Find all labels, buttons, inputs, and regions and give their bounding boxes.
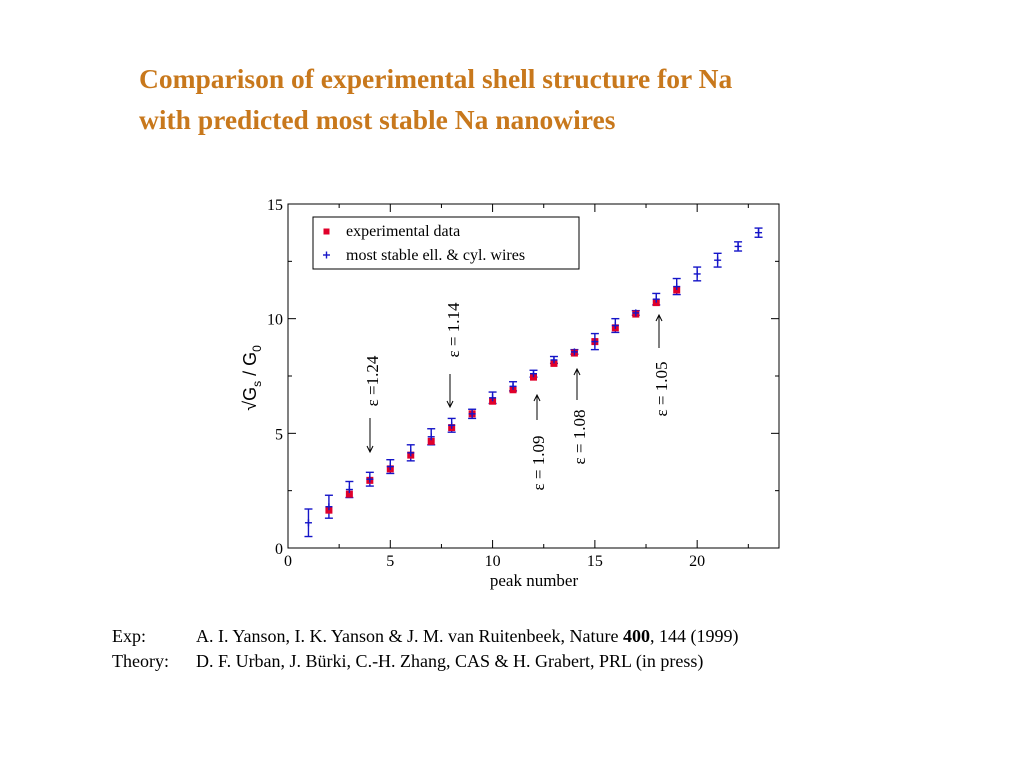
theory-point: [427, 433, 435, 441]
data-marks: [304, 227, 763, 538]
epsilon-arrow-head: [655, 313, 663, 322]
x-tick-label: 5: [386, 553, 394, 570]
y-tick-label: 10: [267, 312, 283, 329]
experimental-point: [427, 437, 435, 445]
theory-point: [489, 394, 497, 402]
theory-point: [386, 463, 394, 471]
theory-point: [673, 283, 681, 291]
reference-theory-text: D. F. Urban, J. Bürki, C.-H. Zhang, CAS …: [196, 651, 704, 671]
theory-point: [734, 242, 742, 250]
epsilon-annotation: ε = 1.09: [529, 393, 548, 491]
y-axis-label-g: G: [240, 387, 260, 401]
y-axis-label: √Gs / G0: [240, 345, 264, 411]
epsilon-arrow-head: [573, 367, 581, 376]
epsilon-label: ε = 1.08: [570, 410, 589, 465]
epsilon-annotation: ε =1.24: [363, 355, 382, 454]
theory-point: [652, 295, 660, 303]
slide-title-line-1: Comparison of experimental shell structu…: [139, 63, 733, 94]
annotations: ε =1.24 ε = 1.14 ε = 1.09 ε = 1.08 ε = 1.05: [363, 302, 671, 490]
legend-theory-label: most stable ell. & cyl. wires: [346, 247, 525, 264]
y-tick-label: 15: [267, 197, 283, 214]
x-tick-label: 10: [485, 553, 501, 570]
theory-point: [591, 338, 599, 346]
theory-point: [693, 270, 701, 278]
experimental-point: [345, 490, 353, 498]
theory-point: [325, 503, 333, 511]
epsilon-arrow-head: [366, 445, 374, 454]
theory-point: [530, 370, 537, 378]
epsilon-annotation: ε = 1.05: [652, 313, 671, 417]
x-tick-label: 15: [587, 553, 603, 570]
x-tick-label: 0: [284, 553, 292, 570]
reference-exp-tag: Exp:: [112, 626, 146, 646]
slide-title: Comparison of experimental shell structu…: [139, 58, 959, 140]
y-axis-label-slash: / G: [240, 352, 260, 381]
theory-point: [714, 256, 722, 264]
epsilon-annotation: ε = 1.08: [570, 367, 589, 465]
theory-point: [304, 519, 312, 527]
reference-theory: Theory: D. F. Urban, J. Bürki, C.-H. Zhan…: [112, 649, 738, 674]
x-tick-label: 20: [689, 553, 705, 570]
legend-experimental-marker: [323, 228, 330, 235]
y-axis-label-sub-s: s: [250, 381, 264, 387]
reference-exp-text-after: , 144 (1999): [649, 626, 739, 646]
reference-exp-volume: 400: [622, 626, 650, 646]
y-tick-label: 0: [275, 541, 283, 558]
axis-tick-labels: 0 5 10 15 20 0 5 10 15: [267, 197, 705, 570]
references: Exp: A. I. Yanson, I. K. Yanson & J. M. v…: [112, 624, 738, 674]
svg-text:√Gs / G0: √Gs / G0: [240, 345, 264, 411]
theory-point: [345, 486, 353, 494]
reference-exp-text: A. I. Yanson, I. K. Yanson & J. M. van R…: [196, 626, 623, 646]
axis-ticks: [287, 203, 779, 549]
y-tick-label: 5: [275, 426, 283, 443]
theory-point: [570, 348, 578, 356]
epsilon-label: ε = 1.14: [444, 302, 463, 357]
theory-point: [366, 475, 374, 483]
legend: experimental data most stable ell. & cyl.…: [312, 216, 580, 270]
epsilon-label: ε = 1.05: [652, 362, 671, 417]
theory-point: [550, 356, 558, 364]
y-axis-label-sub-0: 0: [250, 345, 264, 352]
legend-box: [312, 216, 580, 270]
theory-point: [509, 382, 517, 390]
reference-exp: Exp: A. I. Yanson, I. K. Yanson & J. M. v…: [112, 624, 738, 649]
legend-experimental-label: experimental data: [346, 223, 460, 240]
x-axis-label: peak number: [490, 571, 579, 590]
theory-point: [611, 322, 619, 330]
theory-point: [448, 421, 456, 429]
slide-title-line-2: with predicted most stable Na nanowires: [139, 104, 616, 135]
theory-point: [632, 309, 640, 317]
theory-point: [755, 229, 763, 237]
reference-theory-tag: Theory:: [112, 651, 169, 671]
epsilon-arrow-head: [446, 400, 454, 409]
epsilon-label: ε =1.24: [363, 355, 382, 406]
epsilon-label: ε = 1.09: [529, 436, 548, 491]
epsilon-annotation: ε = 1.14: [444, 302, 463, 409]
theory-point: [468, 410, 476, 418]
y-axis-label-radical: √: [240, 401, 260, 411]
epsilon-arrow-head: [533, 393, 541, 402]
theory-point: [407, 449, 415, 457]
